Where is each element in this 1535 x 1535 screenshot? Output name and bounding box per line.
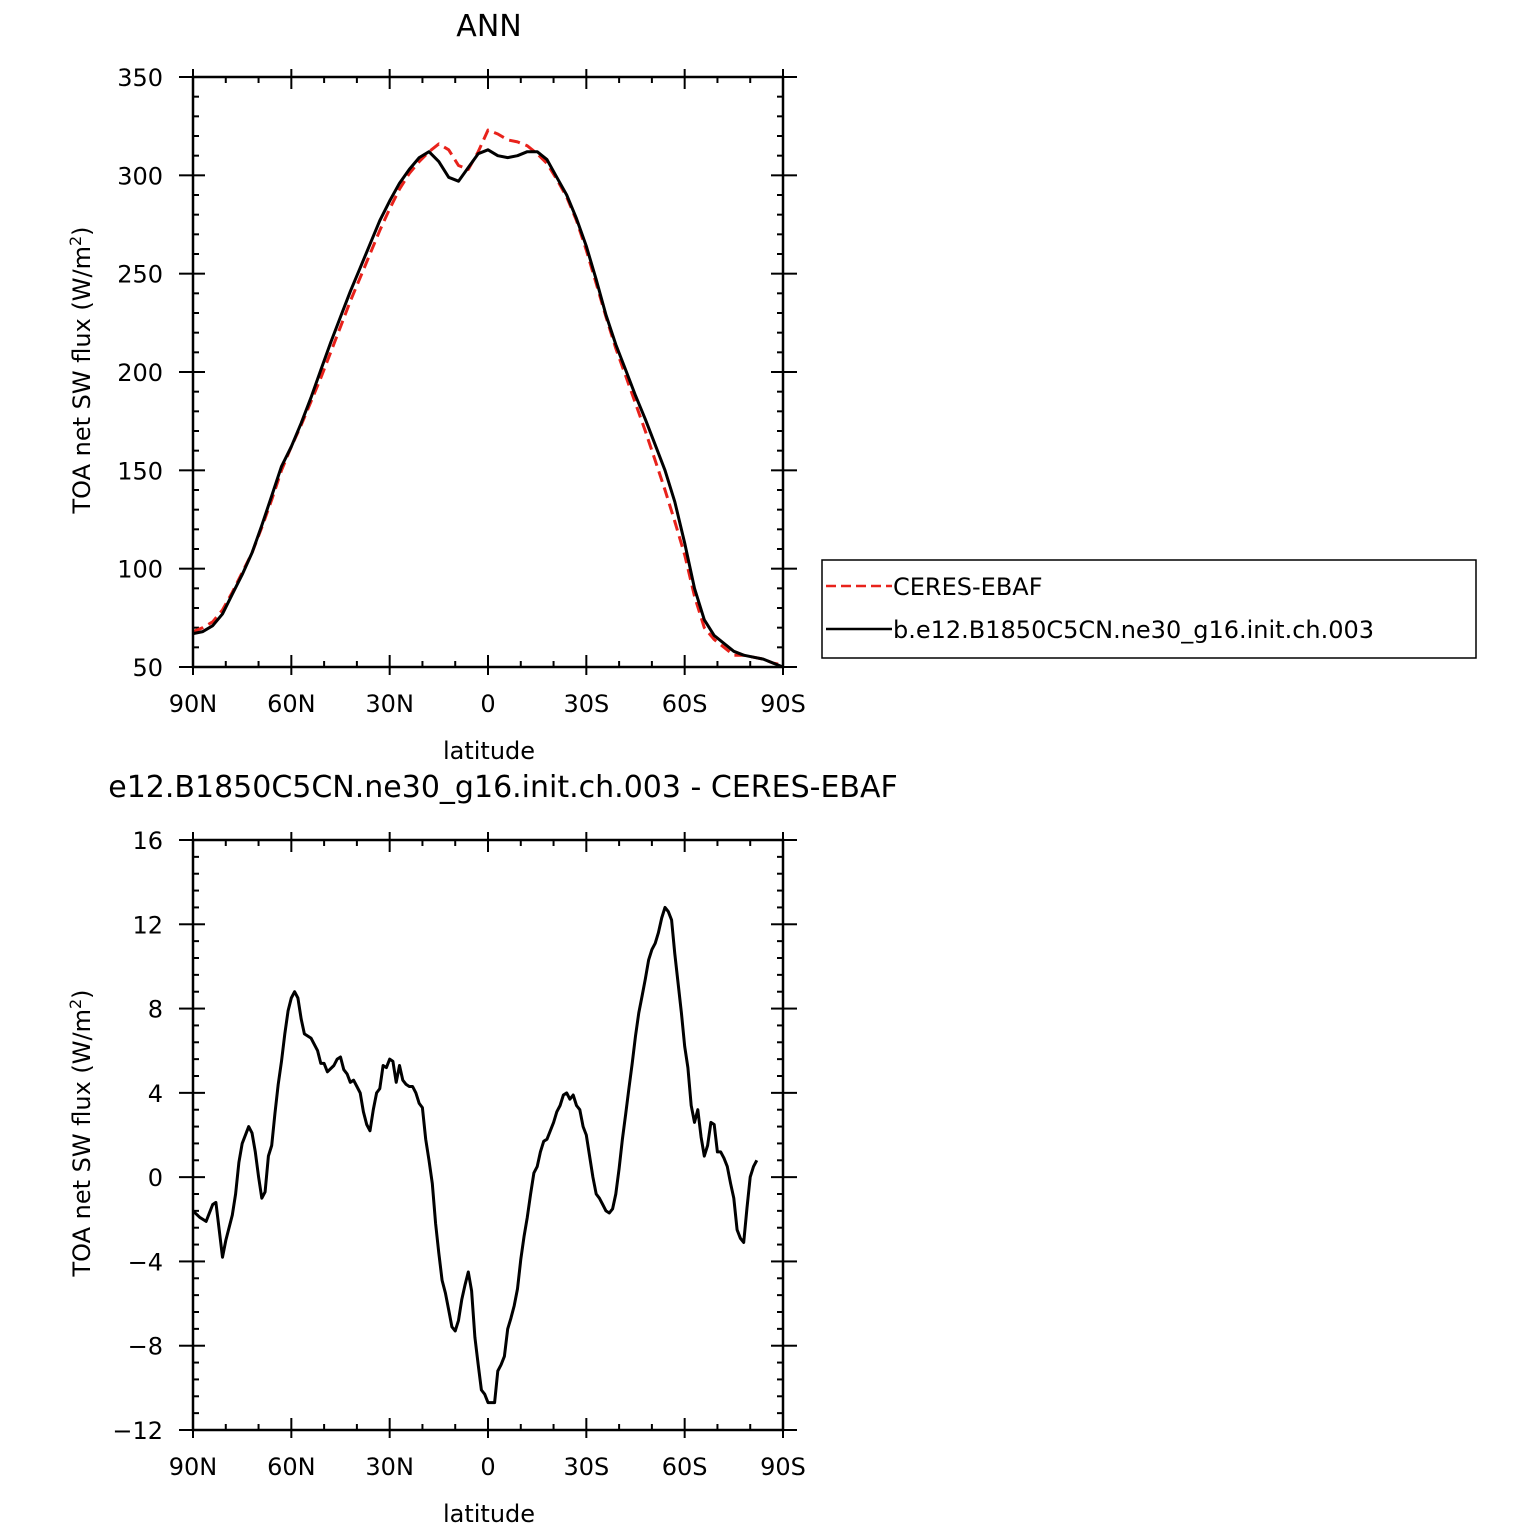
top-x-tick-label: 90N (169, 690, 218, 718)
legend-label-ceres: CERES-EBAF (893, 573, 1043, 601)
bottom-y-tick-label: 8 (148, 996, 163, 1024)
top-y-tick-label: 200 (117, 359, 163, 387)
top-x-tick-label: 90S (760, 690, 806, 718)
bottom-y-tick-label: 16 (132, 827, 163, 855)
top-y-axis-label: TOA net SW flux (W/m2) (66, 226, 96, 514)
bottom-x-tick-label: 30S (563, 1453, 609, 1481)
bottom-x-tick-label: 90N (169, 1453, 218, 1481)
legend: CERES-EBAF b.e12.B1850C5CN.ne30_g16.init… (821, 559, 1477, 659)
top-x-axis-label: latitude (443, 737, 535, 765)
bottom-y-axis-label: TOA net SW flux (W/m2) (66, 989, 96, 1277)
bottom-y-axis-label-main: TOA net SW flux (W/m (68, 1009, 96, 1278)
legend-label-model: b.e12.B1850C5CN.ne30_g16.init.ch.003 (893, 616, 1374, 644)
bottom-y-axis-label-close: ) (68, 989, 96, 998)
bottom-y-tick-label: 12 (132, 911, 163, 939)
top-x-tick-label: 60S (662, 690, 708, 718)
bottom-series-line-0 (191, 905, 759, 1405)
top-y-axis-label-main: TOA net SW flux (W/m (68, 246, 96, 515)
bottom-x-tick-label: 90S (760, 1453, 806, 1481)
top-x-tick-label: 60N (267, 690, 316, 718)
top-y-axis-label-sup: 2 (66, 236, 85, 246)
bottom-x-tick-label: 60S (662, 1453, 708, 1481)
bottom-y-axis-label-sup: 2 (66, 999, 85, 1009)
bottom-x-tick-label: 60N (267, 1453, 316, 1481)
top-series-line-1 (192, 148, 784, 669)
bottom-panel: e12.B1850C5CN.ne30_g16.init.ch.003 - CER… (66, 770, 898, 1528)
top-panel-title: ANN (456, 9, 521, 44)
top-x-tick-label: 30N (365, 690, 414, 718)
bottom-y-tick-label: −8 (128, 1333, 163, 1361)
top-plot-area: 90N 60N 30N 0 30S 60S 90S 50 100 150 200 250 300 350 (117, 64, 806, 718)
top-x-tick-label: 30S (563, 690, 609, 718)
top-y-axis-label-close: ) (68, 226, 96, 235)
top-panel: ANN 90N 60N 30N 0 30S 60S 90S 50 100 150 200 250 300… (66, 9, 1477, 765)
bottom-y-tick-label: −12 (112, 1417, 163, 1445)
top-y-tick-label: 50 (132, 654, 163, 682)
bottom-y-tick-label: 4 (148, 1080, 163, 1108)
top-y-tick-label: 100 (117, 556, 163, 584)
bottom-x-tick-label: 30N (365, 1453, 414, 1481)
legend-box (821, 559, 1477, 659)
top-y-tick-label: 350 (117, 64, 163, 92)
bottom-plot-frame (191, 838, 785, 1432)
top-x-tick-label: 0 (480, 690, 495, 718)
bottom-panel-title: e12.B1850C5CN.ne30_g16.init.ch.003 - CER… (108, 770, 898, 805)
bottom-x-tick-label: 0 (480, 1453, 495, 1481)
bottom-x-axis-label: latitude (443, 1500, 535, 1528)
bottom-y-tick-label: −4 (128, 1248, 163, 1276)
bottom-plot-area: 90N 60N 30N 0 30S 60S 90S −12 −8 −4 0 4 8 12 16 (112, 827, 806, 1481)
bottom-y-tick-label: 0 (148, 1164, 163, 1192)
top-y-tick-label: 300 (117, 162, 163, 190)
top-y-tick-label: 150 (117, 457, 163, 485)
top-y-tick-label: 250 (117, 261, 163, 289)
top-plot-frame (191, 75, 785, 669)
